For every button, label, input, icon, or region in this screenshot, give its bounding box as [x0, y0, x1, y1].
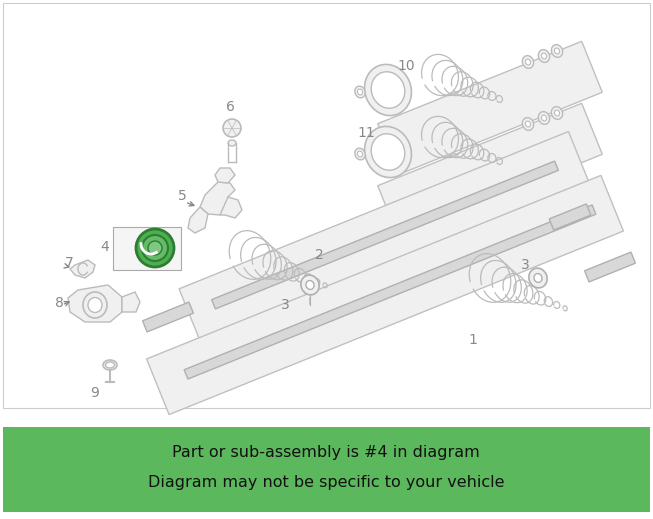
FancyBboxPatch shape [3, 427, 650, 512]
Polygon shape [70, 260, 95, 278]
Polygon shape [220, 197, 242, 218]
Polygon shape [377, 103, 602, 237]
Polygon shape [184, 205, 596, 379]
Ellipse shape [364, 64, 411, 116]
Ellipse shape [357, 151, 362, 157]
Ellipse shape [136, 229, 174, 267]
Polygon shape [147, 175, 624, 415]
Text: 5: 5 [178, 189, 187, 203]
Ellipse shape [148, 241, 162, 255]
Polygon shape [68, 285, 122, 322]
Text: 11: 11 [357, 126, 375, 140]
Text: Diagram may not be specific to your vehicle: Diagram may not be specific to your vehi… [148, 474, 504, 489]
Ellipse shape [554, 110, 560, 116]
Text: 2: 2 [315, 248, 324, 262]
Text: 10: 10 [397, 59, 415, 73]
Ellipse shape [551, 45, 563, 58]
Polygon shape [584, 252, 635, 282]
Circle shape [223, 119, 241, 137]
Ellipse shape [541, 53, 547, 59]
Ellipse shape [83, 292, 107, 318]
Polygon shape [377, 42, 602, 175]
Ellipse shape [371, 72, 405, 108]
Ellipse shape [526, 121, 531, 127]
Ellipse shape [538, 112, 550, 125]
Ellipse shape [551, 106, 563, 119]
Polygon shape [549, 204, 591, 230]
Polygon shape [122, 292, 140, 312]
Ellipse shape [371, 134, 405, 170]
Polygon shape [212, 161, 558, 309]
Ellipse shape [88, 297, 102, 312]
FancyBboxPatch shape [113, 227, 181, 270]
Ellipse shape [306, 281, 314, 290]
Text: Part or sub-assembly is #4 in diagram: Part or sub-assembly is #4 in diagram [172, 445, 480, 460]
Text: 3: 3 [521, 258, 530, 272]
Ellipse shape [541, 115, 547, 121]
Ellipse shape [522, 56, 534, 69]
Ellipse shape [538, 50, 550, 62]
Ellipse shape [357, 89, 362, 95]
Text: 1: 1 [468, 333, 477, 347]
Text: 3: 3 [281, 298, 289, 312]
Ellipse shape [355, 148, 365, 160]
Ellipse shape [522, 118, 534, 130]
Ellipse shape [103, 360, 117, 370]
Ellipse shape [106, 362, 114, 368]
Ellipse shape [554, 48, 560, 54]
Text: 9: 9 [90, 386, 99, 400]
Text: 8: 8 [55, 296, 64, 310]
Ellipse shape [142, 235, 168, 261]
Ellipse shape [301, 275, 319, 295]
Polygon shape [179, 131, 591, 345]
Ellipse shape [228, 140, 236, 146]
Text: 4: 4 [100, 240, 109, 254]
Polygon shape [200, 182, 235, 215]
Ellipse shape [529, 268, 547, 288]
Polygon shape [142, 302, 193, 332]
Ellipse shape [364, 127, 411, 177]
Ellipse shape [355, 86, 365, 98]
Polygon shape [215, 168, 235, 183]
FancyBboxPatch shape [3, 3, 650, 408]
Polygon shape [188, 207, 208, 233]
Ellipse shape [526, 59, 531, 65]
Text: 7: 7 [65, 256, 74, 270]
Ellipse shape [534, 274, 542, 282]
Text: 6: 6 [226, 100, 235, 114]
